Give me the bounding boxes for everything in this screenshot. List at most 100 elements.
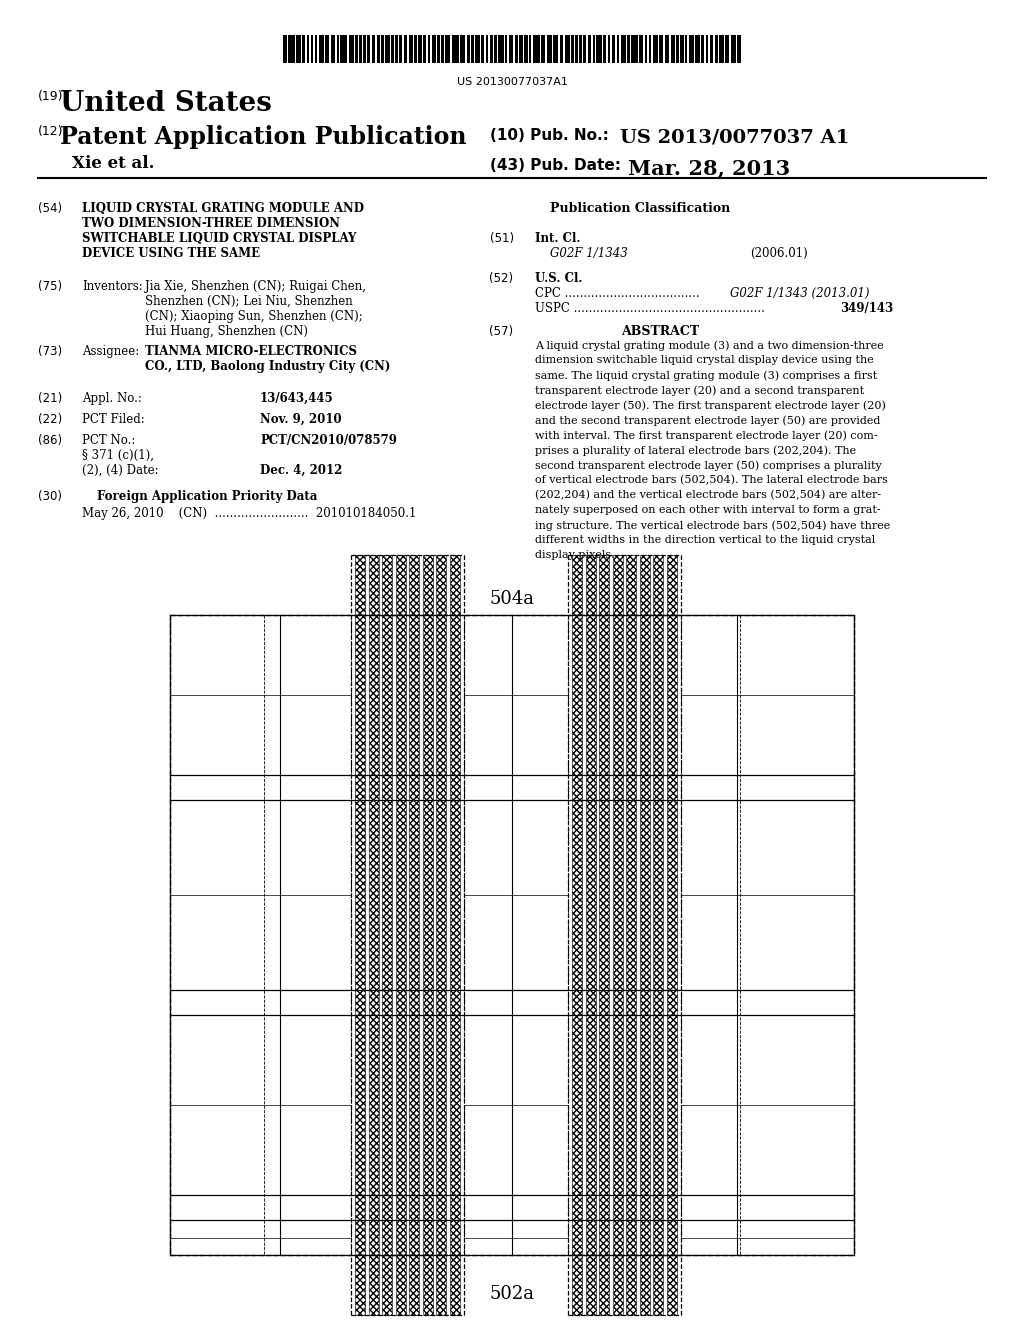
Text: Shenzhen (CN); Lei Niu, Shenzhen: Shenzhen (CN); Lei Niu, Shenzhen: [145, 294, 352, 308]
Bar: [432, 36, 436, 63]
Text: electrode layer (50). The first transparent electrode layer (20): electrode layer (50). The first transpar…: [535, 400, 886, 411]
Bar: [519, 36, 522, 63]
Bar: [583, 36, 587, 63]
Bar: [418, 36, 422, 63]
Bar: [689, 36, 694, 63]
Text: second transparent electrode layer (50) comprises a plurality: second transparent electrode layer (50) …: [535, 459, 882, 470]
Bar: [572, 554, 582, 1315]
Bar: [337, 36, 339, 63]
Text: ABSTRACT: ABSTRACT: [621, 325, 699, 338]
Text: (51): (51): [490, 232, 514, 246]
Bar: [564, 36, 569, 63]
Text: May 26, 2010    (CN)  .........................  201010184050.1: May 26, 2010 (CN) ......................…: [82, 507, 417, 520]
Text: CPC ....................................: CPC ....................................: [535, 286, 699, 300]
Text: CO., LTD, Baolong Industry City (CN): CO., LTD, Baolong Industry City (CN): [145, 360, 390, 374]
Bar: [288, 36, 295, 63]
Bar: [399, 36, 402, 63]
Text: (12): (12): [38, 125, 63, 139]
Bar: [571, 36, 573, 63]
Bar: [524, 36, 527, 63]
Bar: [639, 36, 643, 63]
Text: (73): (73): [38, 345, 62, 358]
Text: United States: United States: [60, 90, 272, 117]
Bar: [296, 36, 301, 63]
Bar: [737, 36, 740, 63]
Text: TIANMA MICRO-ELECTRONICS: TIANMA MICRO-ELECTRONICS: [145, 345, 357, 358]
Bar: [382, 554, 392, 1315]
Bar: [514, 36, 518, 63]
Bar: [318, 36, 324, 63]
Text: PCT No.:: PCT No.:: [82, 434, 135, 447]
Bar: [710, 36, 713, 63]
Bar: [621, 36, 626, 63]
Bar: [529, 36, 531, 63]
Bar: [715, 36, 718, 63]
Bar: [403, 36, 408, 63]
Text: (2006.01): (2006.01): [750, 247, 808, 260]
Bar: [505, 36, 508, 63]
Text: (43) Pub. Date:: (43) Pub. Date:: [490, 158, 621, 173]
Bar: [467, 36, 470, 63]
Bar: [612, 554, 623, 1315]
Bar: [382, 36, 384, 63]
Bar: [481, 36, 484, 63]
Bar: [706, 36, 709, 63]
Bar: [495, 36, 497, 63]
Text: different widths in the direction vertical to the liquid crystal: different widths in the direction vertic…: [535, 535, 876, 545]
Text: (21): (21): [38, 392, 62, 405]
Bar: [445, 36, 451, 63]
Bar: [489, 36, 494, 63]
Bar: [599, 554, 609, 1315]
Bar: [395, 36, 397, 63]
Bar: [586, 554, 596, 1315]
Bar: [645, 36, 647, 63]
Bar: [326, 36, 330, 63]
Text: G02F 1/1343 (2013.01): G02F 1/1343 (2013.01): [730, 286, 869, 300]
Text: of vertical electrode bars (502,504). The lateral electrode bars: of vertical electrode bars (502,504). Th…: [535, 475, 888, 486]
Bar: [314, 36, 317, 63]
Text: G02F 1/1343: G02F 1/1343: [535, 247, 628, 260]
Bar: [509, 36, 513, 63]
Text: (52): (52): [489, 272, 514, 285]
Bar: [579, 36, 582, 63]
Text: TWO DIMENSION-THREE DIMENSION: TWO DIMENSION-THREE DIMENSION: [82, 216, 340, 230]
Bar: [409, 554, 419, 1315]
Text: display pixels.: display pixels.: [535, 550, 614, 560]
Text: (57): (57): [489, 325, 514, 338]
Bar: [588, 36, 591, 63]
Bar: [652, 36, 657, 63]
Bar: [680, 36, 683, 63]
Text: Publication Classification: Publication Classification: [550, 202, 730, 215]
Text: SWITCHABLE LIQUID CRYSTAL DISPLAY: SWITCHABLE LIQUID CRYSTAL DISPLAY: [82, 232, 356, 246]
Bar: [423, 36, 426, 63]
Text: DEVICE USING THE SAME: DEVICE USING THE SAME: [82, 247, 260, 260]
Text: Foreign Application Priority Data: Foreign Application Priority Data: [97, 490, 317, 503]
Bar: [616, 36, 620, 63]
Bar: [653, 554, 663, 1315]
Text: (19): (19): [38, 90, 63, 103]
Text: Patent Application Publication: Patent Application Publication: [60, 125, 467, 149]
Bar: [369, 554, 379, 1315]
Text: (22): (22): [38, 413, 62, 426]
Bar: [395, 554, 406, 1315]
Text: (30): (30): [38, 490, 62, 503]
Text: PCT Filed:: PCT Filed:: [82, 413, 144, 426]
Text: (75): (75): [38, 280, 62, 293]
Bar: [355, 554, 365, 1315]
Bar: [349, 36, 353, 63]
Bar: [532, 36, 540, 63]
Text: A liquid crystal grating module (3) and a two dimension-three: A liquid crystal grating module (3) and …: [535, 341, 884, 351]
Bar: [593, 36, 595, 63]
Text: Hui Huang, Shenzhen (CN): Hui Huang, Shenzhen (CN): [145, 325, 308, 338]
Bar: [608, 36, 610, 63]
Bar: [685, 36, 687, 63]
Text: Assignee:: Assignee:: [82, 345, 139, 358]
Text: Xie et al.: Xie et al.: [72, 154, 155, 172]
Text: LIQUID CRYSTAL GRATING MODULE AND: LIQUID CRYSTAL GRATING MODULE AND: [82, 202, 364, 215]
Bar: [302, 36, 305, 63]
Bar: [671, 36, 675, 63]
Text: (202,204) and the vertical electrode bars (502,504) are alter-: (202,204) and the vertical electrode bar…: [535, 490, 881, 500]
Bar: [331, 36, 335, 63]
Text: prises a plurality of lateral electrode bars (202,204). The: prises a plurality of lateral electrode …: [535, 445, 856, 455]
Bar: [560, 36, 563, 63]
